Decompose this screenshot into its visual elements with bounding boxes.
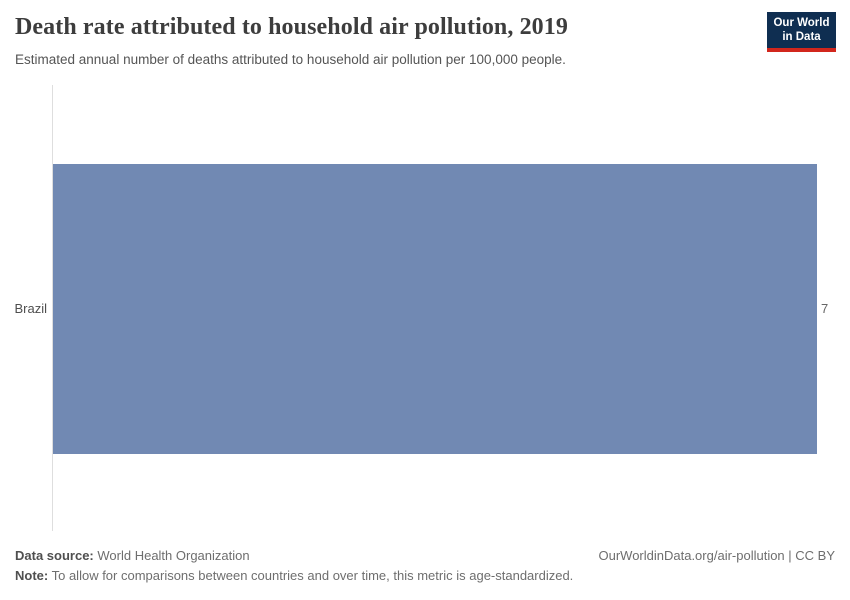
chart-subtitle: Estimated annual number of deaths attrib…	[15, 52, 566, 67]
entity-label-brazil: Brazil	[14, 301, 47, 316]
y-axis-line	[52, 85, 53, 531]
owid-logo-line2: in Data	[782, 31, 821, 43]
note-value: To allow for comparisons between countri…	[51, 568, 574, 583]
bar-brazil[interactable]	[53, 164, 817, 454]
owid-logo-line1: Our World	[773, 17, 830, 29]
data-source-label: Data source:	[15, 548, 94, 563]
citation-link[interactable]: OurWorldinData.org/air-pollution | CC BY	[598, 548, 835, 563]
note-line: Note: To allow for comparisons between c…	[15, 568, 573, 583]
value-label-brazil: 7	[821, 301, 829, 316]
owid-logo[interactable]: Our World in Data	[767, 12, 836, 52]
data-source-value: World Health Organization	[97, 548, 250, 563]
data-source-line: Data source: World Health Organization	[15, 548, 250, 563]
chart-title: Death rate attributed to household air p…	[15, 14, 568, 40]
note-label: Note:	[15, 568, 49, 583]
